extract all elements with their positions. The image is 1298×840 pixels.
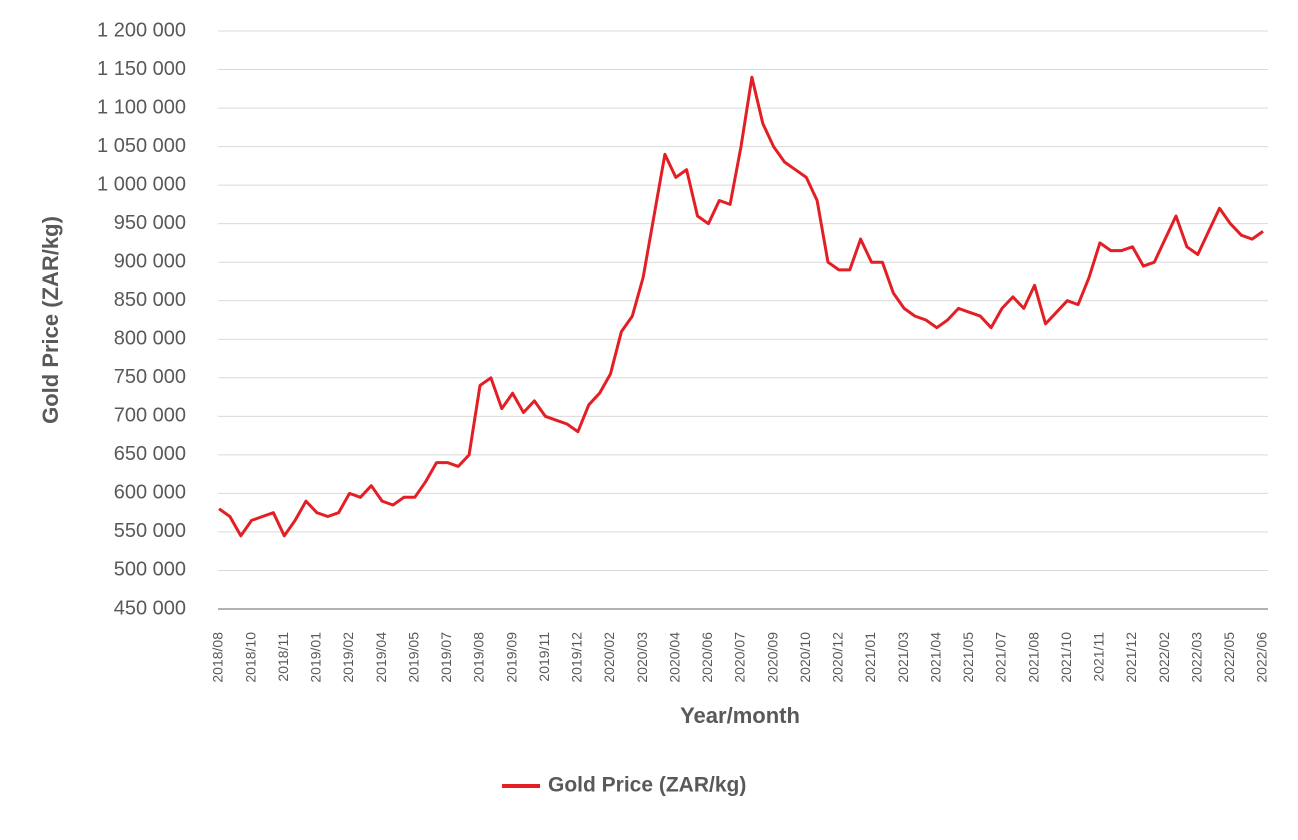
x-tick-label: 2019/01 xyxy=(308,632,324,683)
x-tick-label: 2022/02 xyxy=(1156,632,1172,683)
y-tick-label: 650 000 xyxy=(114,443,186,465)
x-tick-label: 2020/02 xyxy=(601,632,617,683)
x-tick-label: 2021/12 xyxy=(1123,632,1139,683)
legend-label: Gold Price (ZAR/kg) xyxy=(548,774,746,797)
x-tick-label: 2019/09 xyxy=(503,632,519,683)
x-tick-label: 2021/01 xyxy=(862,632,878,683)
y-tick-label: 1 100 000 xyxy=(97,96,186,118)
y-tick-label: 550 000 xyxy=(114,520,186,542)
x-tick-label: 2018/08 xyxy=(210,632,226,683)
x-tick-label: 2018/11 xyxy=(275,632,291,682)
y-tick-label: 1 150 000 xyxy=(97,58,186,80)
x-tick-label: 2018/10 xyxy=(242,632,258,683)
x-tick-label: 2020/04 xyxy=(666,632,682,683)
y-tick-label: 600 000 xyxy=(114,482,186,504)
y-tick-label: 700 000 xyxy=(114,405,186,427)
x-tick-label: 2021/04 xyxy=(927,632,943,683)
x-tick-label: 2021/11 xyxy=(1091,632,1107,682)
x-tick-label: 2019/08 xyxy=(471,632,487,683)
y-tick-label: 450 000 xyxy=(114,597,186,619)
x-tick-label: 2022/03 xyxy=(1188,632,1204,683)
x-tick-label: 2019/07 xyxy=(438,632,454,683)
x-tick-label: 2021/10 xyxy=(1058,632,1074,683)
x-tick-label: 2021/05 xyxy=(960,632,976,683)
y-tick-label: 850 000 xyxy=(114,289,186,311)
x-tick-label: 2020/09 xyxy=(764,632,780,683)
x-tick-label: 2020/03 xyxy=(634,632,650,683)
y-axis-title: Gold Price (ZAR/kg) xyxy=(38,216,63,424)
y-tick-label: 1 200 000 xyxy=(97,19,186,41)
x-tick-label: 2020/10 xyxy=(797,632,813,683)
x-axis-title: Year/month xyxy=(680,703,800,728)
y-tick-label: 1 050 000 xyxy=(97,135,186,157)
x-tick-label: 2019/11 xyxy=(536,632,552,682)
x-tick-label: 2019/12 xyxy=(569,632,585,683)
x-tick-label: 2020/12 xyxy=(830,632,846,683)
series-line xyxy=(218,75,1264,538)
x-tick-label: 2021/08 xyxy=(1025,632,1041,683)
y-tick-label: 800 000 xyxy=(114,328,186,350)
x-tick-label: 2021/07 xyxy=(993,632,1009,683)
x-tick-label: 2020/07 xyxy=(732,632,748,683)
x-tick-label: 2019/05 xyxy=(405,632,421,683)
y-tick-label: 750 000 xyxy=(114,366,186,388)
x-tick-label: 2021/03 xyxy=(895,632,911,683)
x-tick-label: 2022/05 xyxy=(1221,632,1237,683)
y-tick-label: 900 000 xyxy=(114,250,186,272)
y-tick-label: 1 000 000 xyxy=(97,173,186,195)
x-tick-label: 2020/06 xyxy=(699,632,715,683)
y-tick-label: 500 000 xyxy=(114,559,186,581)
y-tick-label: 950 000 xyxy=(114,212,186,234)
x-tick-label: 2019/02 xyxy=(340,632,356,683)
x-tick-label: 2019/04 xyxy=(373,632,389,683)
x-tick-label: 2022/06 xyxy=(1254,632,1270,683)
